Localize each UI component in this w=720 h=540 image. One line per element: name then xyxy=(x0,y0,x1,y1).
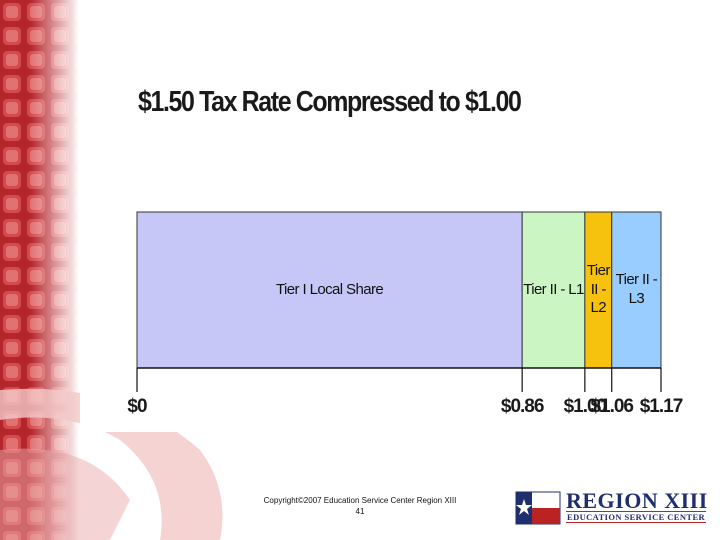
x-tick-label: $0.86 xyxy=(501,396,544,417)
bar-segment xyxy=(521,211,586,369)
x-tick-label: $0 xyxy=(127,396,147,417)
decor-swoosh xyxy=(0,448,130,540)
x-tick-label: $1.00 xyxy=(564,396,607,417)
x-tick-label: $1.06 xyxy=(590,396,633,417)
bar-segment xyxy=(584,211,613,369)
logo-subtitle: EDUCATION SERVICE CENTER xyxy=(566,511,707,523)
segment-label: Tier II - L1 xyxy=(523,280,584,298)
copyright: Copyright©2007 Education Service Center … xyxy=(263,496,457,505)
segment-label: Tier II - L3 xyxy=(615,271,658,307)
segment-label: Tier I Local Share xyxy=(276,280,384,298)
logo-name: REGION XIII xyxy=(566,488,708,513)
segment-label: Tier II - L2 xyxy=(586,261,610,317)
chart-title: $1.50 Tax Rate Compressed to $1.00 xyxy=(138,86,522,118)
x-tick-label: $1.17 xyxy=(640,396,683,417)
page-number: 41 xyxy=(355,507,365,516)
logo-flag xyxy=(515,491,561,525)
